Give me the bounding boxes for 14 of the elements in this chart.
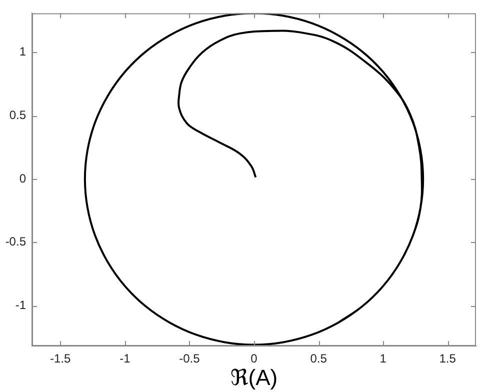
x-tick-label: -1: [120, 352, 131, 366]
x-tick-label: 0.5: [310, 352, 328, 366]
line-series: [84, 13, 424, 346]
x-axis-title: ℜ(A): [230, 364, 278, 390]
x-tick-label: 0: [250, 352, 258, 366]
y-tick-label: 0.5: [9, 108, 26, 122]
y-tick-label: 1: [19, 44, 26, 59]
x-tick-label: 1: [380, 352, 387, 366]
y-tick-label: -1: [15, 298, 26, 312]
x-tick-label: -0.5: [179, 352, 200, 366]
y-tick-label: -0.5: [5, 234, 26, 249]
x-tick-label: -1.5: [50, 352, 72, 366]
x-tick-label: 1.5: [439, 352, 456, 366]
y-tick-label: 0: [19, 171, 26, 186]
